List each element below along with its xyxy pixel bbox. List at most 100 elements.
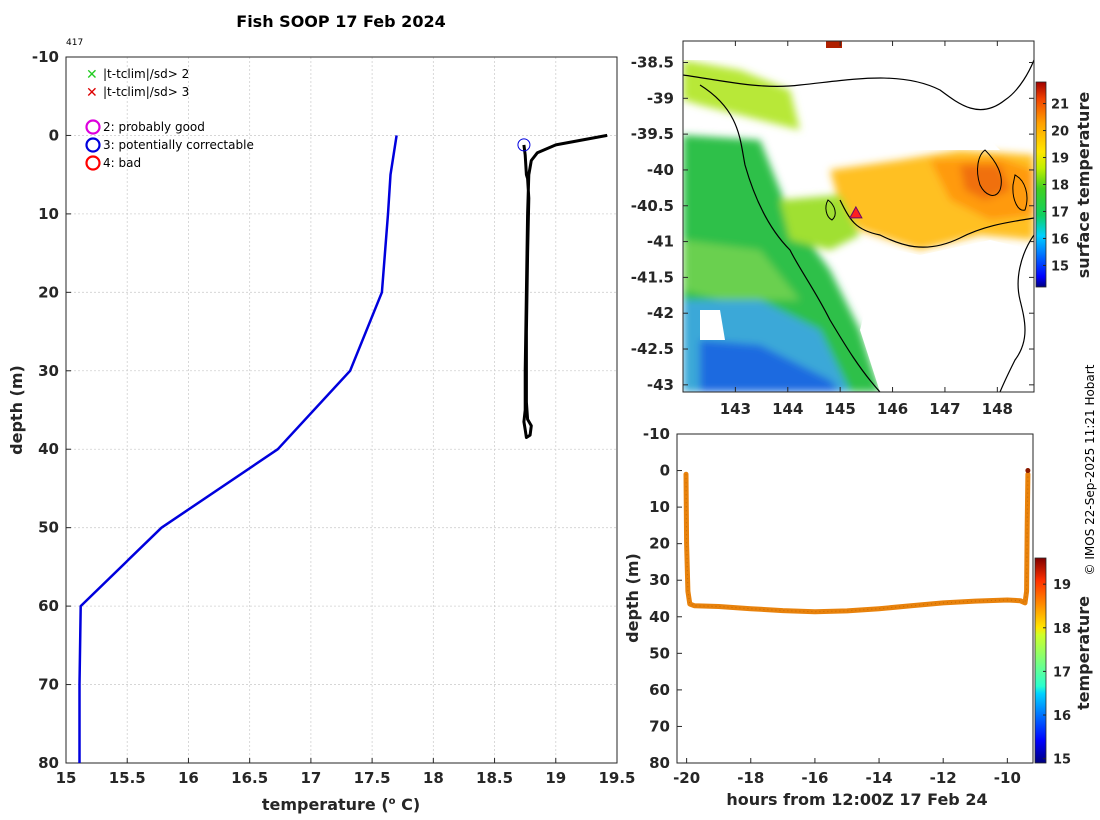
- map-colorbar-tick-label: 21: [1051, 98, 1069, 113]
- map-colorbar-tick-label: 15: [1051, 259, 1069, 274]
- trace-colorbar-tick-label: 19: [1053, 578, 1071, 593]
- profile-series: [78, 133, 608, 763]
- trace-axes-box: [676, 433, 1034, 764]
- trace-track-line: [683, 471, 1031, 615]
- map-xtick-label: 143: [720, 400, 751, 418]
- trace-xtick-label: -20: [673, 769, 700, 787]
- legend-qc4-icon: [85, 155, 101, 171]
- trace-colorbar-tick-label: 17: [1053, 665, 1071, 680]
- map-ytick-label: -39: [647, 89, 674, 107]
- map-ytick-label: -39.5: [631, 125, 674, 143]
- map-ytick-label: -42.5: [631, 340, 674, 358]
- map-ytick-label: -40: [647, 161, 674, 179]
- map-ytick-label: -38.5: [631, 53, 674, 71]
- map-ytick-label: -43: [647, 376, 674, 394]
- trace-xtick-label: -16: [801, 769, 828, 787]
- map-xtick-label: 148: [982, 400, 1013, 418]
- trace-xtick-label: -12: [930, 769, 957, 787]
- trace-ytick-label: -10: [643, 425, 670, 443]
- map-axes-box: [682, 40, 1035, 393]
- profile-xtick-label: 15: [56, 769, 77, 787]
- profile-xtick-label: 16.5: [231, 769, 268, 787]
- profile-ytick-label: 70: [38, 676, 59, 694]
- profile-panel: 15 15.5 16 16.5 17 17.5 18 18.5 19 19.5 -10 0 10 20 30…: [7, 38, 636, 814]
- trace-colorbar-label: temperature: [1074, 596, 1093, 710]
- sst-map-image: [683, 41, 1034, 392]
- map-panel: 143 144 145 146 147 148 -38.5 -39 -39.5 -40 -40.5 -…: [631, 40, 1093, 418]
- map-xtick-label: 145: [825, 400, 856, 418]
- trace-xtick-label: -14: [865, 769, 892, 787]
- trace-ytick-label: 10: [649, 498, 670, 516]
- trace-ytick-label: 80: [649, 754, 670, 772]
- trace-panel: -20 -18 -16 -14 -12 -10 -10 0 10 20 30 40 50 60 70 80 h…: [623, 425, 1093, 809]
- profile-ytick-label: 80: [38, 754, 59, 772]
- map-xtick-label: 147: [929, 400, 960, 418]
- trace-colorbar: [1034, 557, 1047, 764]
- map-ytick-label: -42: [647, 304, 674, 322]
- map-xtick-label: 146: [877, 400, 908, 418]
- trace-xlabel: hours from 12:00Z 17 Feb 24: [726, 790, 987, 809]
- legend: ✕ |t-tclim|/sd> 2 ✕ |t-tclim|/sd> 3 2: p…: [85, 67, 254, 171]
- trace-track-dots: [685, 474, 1029, 613]
- trace-ytick-label: 50: [649, 644, 670, 662]
- map-ytick-label: -40.5: [631, 197, 674, 215]
- profile-grid: [65, 56, 618, 764]
- legend-flag2-icon: ✕: [86, 85, 98, 101]
- legend-qc4-label: 4: bad: [103, 156, 141, 170]
- profile-ylabel: depth (m): [7, 365, 26, 455]
- legend-qc2-icon: [85, 119, 101, 135]
- profile-id-label: 417: [66, 38, 83, 48]
- profile-ytick-label: 40: [38, 440, 59, 458]
- profile-ytick-label: 60: [38, 597, 59, 615]
- map-ytick-label: -41.5: [631, 268, 674, 286]
- profile-ytick-label: -10: [32, 48, 59, 66]
- profile-axes-box: [65, 56, 618, 764]
- profile-line: [522, 133, 608, 439]
- trace-colorbar-tick-label: 15: [1053, 753, 1071, 768]
- legend-flag2-label: |t-tclim|/sd> 3: [103, 85, 189, 99]
- map-colorbar-tick-label: 16: [1051, 232, 1069, 247]
- profile-xtick-label: 18: [423, 769, 444, 787]
- map-colorbar-label: surface temperature: [1074, 92, 1093, 279]
- potentially-correctable-marker: [517, 138, 531, 152]
- trace-ticks: -20 -18 -16 -14 -12 -10 -10 0 10 20 30 40 50 60 70 80: [643, 425, 1021, 787]
- map-ytick-label: -41: [647, 233, 674, 251]
- trace-ytick-label: 20: [649, 535, 670, 553]
- map-colorbar-tick-label: 20: [1051, 125, 1069, 140]
- trace-ytick-label: 30: [649, 571, 670, 589]
- trace-ytick-label: 40: [649, 608, 670, 626]
- trace-series: [683, 468, 1031, 615]
- trace-colorbar-tick-label: 18: [1053, 622, 1071, 637]
- trace-ylabel: depth (m): [623, 553, 642, 643]
- profile-xlabel: temperature (o C): [262, 795, 420, 814]
- legend-flag1-label: |t-tclim|/sd> 2: [103, 67, 189, 81]
- profile-ytick-label: 0: [49, 126, 59, 144]
- map-ticks: 143 144 145 146 147 148 -38.5 -39 -39.5 -40 -40.5 -…: [631, 41, 1034, 418]
- trace-ytick-label: 60: [649, 681, 670, 699]
- profile-ticks: 15 15.5 16 16.5 17 17.5 18 18.5 19 19.5 -10 0 10 20 30…: [32, 48, 636, 787]
- location-marker-icon: [849, 205, 863, 219]
- trace-xtick-label: -18: [737, 769, 764, 787]
- profile-xtick-label: 16: [178, 769, 199, 787]
- map-colorbar-ticks: 15 16 17 18 19 20 21: [1043, 98, 1069, 274]
- map-colorbar-tick-label: 17: [1051, 205, 1069, 220]
- climatology-line: [78, 135, 398, 763]
- legend-flag1-icon: ✕: [86, 67, 98, 83]
- legend-qc3-icon: [85, 137, 101, 153]
- trace-colorbar-tick-label: 16: [1053, 709, 1071, 724]
- map-colorbar-tick-label: 18: [1051, 179, 1069, 194]
- profile-xtick-label: 17: [300, 769, 321, 787]
- legend-qc2-label: 2: probably good: [103, 120, 205, 134]
- map-colorbar-tick-label: 19: [1051, 152, 1069, 167]
- profile-xtick-label: 15.5: [109, 769, 146, 787]
- map-xtick-label: 144: [772, 400, 803, 418]
- trace-ytick-label: 0: [660, 462, 670, 480]
- trace-top-point: [1025, 468, 1031, 474]
- trace-colorbar-ticks: 15 16 17 18 19: [1043, 578, 1071, 768]
- profile-ytick-label: 10: [38, 205, 59, 223]
- credit-text: © IMOS 22-Sep-2025 11:21 Hobart: [1083, 364, 1097, 575]
- profile-ytick-label: 20: [38, 283, 59, 301]
- profile-xtick-label: 19: [545, 769, 566, 787]
- legend-qc3-label: 3: potentially correctable: [103, 138, 254, 152]
